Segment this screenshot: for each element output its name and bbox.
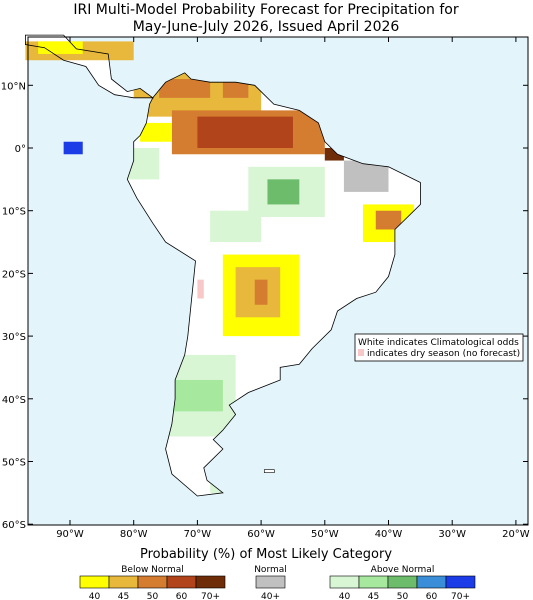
legend-group-name: Above Normal [371, 565, 435, 575]
legend-swatch [255, 575, 286, 589]
legend-swatch [108, 575, 139, 589]
legend-swatch [358, 575, 389, 589]
lat-label: 30°S [2, 332, 26, 343]
legend-swatch [166, 575, 197, 589]
lon-label: 80°W [120, 529, 148, 540]
map [24, 34, 528, 525]
forecast-cell [197, 116, 293, 148]
legend-label: 60 [426, 592, 438, 600]
legend-swatch [137, 575, 168, 589]
legend-swatch [79, 575, 110, 589]
lat-label: 10°S [2, 207, 26, 218]
note-text: indicates dry season (no forecast) [367, 349, 520, 359]
forecast-cell [267, 179, 300, 205]
title-line: IRI Multi-Model Probability Forecast for… [73, 2, 458, 18]
lon-label: 40°W [375, 529, 403, 540]
forecast-cell [375, 210, 402, 230]
forecast-cell [63, 141, 83, 155]
map-axes: 10°N 0° 10°S 20°S 30°S 40°S 50°S 60°S 90°W 80°W 70… [1, 36, 530, 540]
forecast-cell [254, 279, 268, 305]
lon-label: 20°W [502, 529, 530, 540]
legend-label: 70+ [201, 592, 220, 600]
lat-label: 50°S [2, 458, 26, 469]
frame [27, 36, 529, 526]
legend-title: Probability (%) of Most Likely Category [140, 547, 392, 562]
legend-group-name: Normal [254, 565, 287, 575]
forecast-cell [171, 379, 223, 412]
lat-label: 40°S [2, 395, 26, 406]
legend-label: 50 [147, 592, 159, 600]
forecast-cell [197, 279, 204, 299]
lat-label: 60°S [2, 520, 26, 531]
lon-label: 60°W [247, 529, 275, 540]
forecast-cell [140, 122, 172, 142]
legend-label: 40 [339, 592, 351, 600]
legend-label: 40+ [261, 592, 280, 600]
legend: Probability (%) of Most Likely Category B… [79, 547, 476, 600]
lon-label: 50°W [311, 529, 339, 540]
legend-swatch [329, 575, 360, 589]
lon-label: 90°W [56, 529, 84, 540]
lon-label: 30°W [438, 529, 466, 540]
island [263, 469, 275, 473]
forecast-cell [222, 79, 249, 98]
legend-swatch [416, 575, 447, 589]
forecast-cell [159, 79, 211, 98]
coastline [126, 72, 421, 497]
coastline [24, 34, 155, 99]
legend-label: 45 [368, 592, 379, 600]
legend-label: 70+ [451, 592, 470, 600]
note-box [354, 333, 524, 362]
legend-label: 40 [89, 592, 101, 600]
dry-swatch [358, 349, 364, 356]
lat-label: 0° [15, 144, 26, 155]
legend-swatch [195, 575, 226, 589]
legend-swatch [445, 575, 476, 589]
legend-label: 50 [397, 592, 409, 600]
lat-label: 10°N [1, 81, 26, 92]
legend-label: 45 [118, 592, 129, 600]
lon-label: 70°W [184, 529, 212, 540]
legend-label: 60 [176, 592, 188, 600]
lat-label: 20°S [2, 269, 26, 280]
legend-group-name: Below Normal [121, 565, 184, 575]
forecast-cell [210, 210, 262, 243]
legend-swatch [387, 575, 418, 589]
title-line: May-June-July 2026, Issued April 2026 [133, 19, 400, 35]
note-text: White indicates Climatological odds [358, 338, 519, 348]
